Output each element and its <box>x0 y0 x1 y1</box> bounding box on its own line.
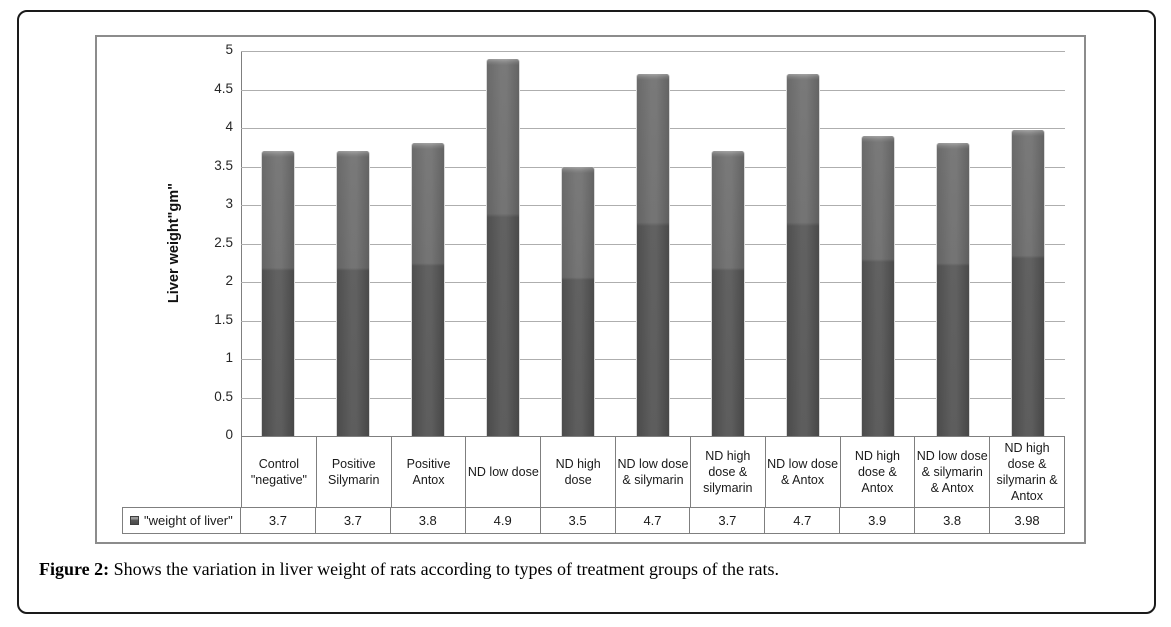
bar <box>561 166 596 436</box>
y-tick-label: 1.5 <box>214 311 233 327</box>
figure-caption: Figure 2: Shows the variation in liver w… <box>39 559 1119 580</box>
category-cell: Positive Antox <box>390 437 466 507</box>
value-cell: 3.98 <box>989 508 1064 533</box>
category-cell: ND low dose & silymarin & Antox <box>914 437 989 507</box>
figure-caption-text: Shows the variation in liver weight of r… <box>109 559 779 579</box>
y-tick-label: 3.5 <box>214 157 233 173</box>
bar <box>486 58 521 436</box>
y-tick-label: 2 <box>225 273 233 288</box>
bar <box>1010 129 1045 436</box>
gridline <box>241 51 1065 52</box>
bar <box>336 151 371 436</box>
value-cell: 3.7 <box>314 508 390 533</box>
category-cell: Control "negative" <box>250 457 307 487</box>
y-tick-label: 0 <box>225 427 233 442</box>
y-tick-label: 3 <box>225 196 233 211</box>
value-cell: 4.7 <box>764 508 839 533</box>
value-cell: 3.7 <box>689 508 764 533</box>
legend-label: "weight of liver" <box>144 513 233 528</box>
value-cell: 4.9 <box>464 508 540 533</box>
y-tick-label: 1 <box>225 350 233 365</box>
value-row: "weight of liver" 3.7 3.7 3.8 4.9 3.5 4.7 3.7 4… <box>122 507 1065 534</box>
category-cell: ND high dose <box>540 437 615 507</box>
value-cells: 3.7 3.7 3.8 4.9 3.5 4.7 3.7 4.7 3.9 3.8 3.98 <box>241 508 1064 533</box>
bar <box>710 151 745 436</box>
category-cell: ND high dose & Antox <box>839 437 915 507</box>
value-cell: 3.5 <box>539 508 615 533</box>
value-cell: 3.7 <box>268 513 287 528</box>
bar <box>411 143 446 436</box>
figure-caption-label: Figure 2: <box>39 559 110 579</box>
chart-plot: Liver weight"gm" 5 4.5 4 3.5 3 2.5 2 1.5 1 0.5 0 <box>97 37 1084 542</box>
y-tick-label: 4 <box>225 119 233 134</box>
y-tick-label: 5 <box>225 42 233 57</box>
bar <box>860 135 895 436</box>
category-cell: ND low dose & Antox <box>764 437 840 507</box>
value-cell: 3.9 <box>839 508 914 533</box>
value-cell: 4.7 <box>614 508 690 533</box>
category-cell: ND low dose <box>465 437 540 507</box>
bar <box>935 143 970 436</box>
bar <box>261 151 296 436</box>
bar <box>636 74 670 436</box>
value-cell: 3.8 <box>389 508 465 533</box>
y-tick-label: 0.5 <box>214 388 233 404</box>
category-cell: ND high dose & silymarin & Antox <box>989 437 1064 507</box>
y-tick-label: 2.5 <box>214 234 233 250</box>
value-cell: 3.8 <box>914 508 989 533</box>
category-row: Control "negative" Positive Silymarin Posi… <box>241 436 1065 507</box>
category-cell: Positive Silymarin <box>315 437 391 507</box>
bar <box>785 74 820 436</box>
legend-cell: "weight of liver" <box>123 508 241 533</box>
category-cell: ND high dose & silymarin <box>689 437 765 507</box>
series-marker-icon <box>130 516 139 525</box>
figure-border: Liver weight"gm" 5 4.5 4 3.5 3 2.5 2 1.5 1 0.5 0 C… <box>17 10 1156 614</box>
y-tick-label: 4.5 <box>214 80 233 96</box>
category-cell: ND low dose & silymarin <box>615 437 690 507</box>
chart-frame: Liver weight"gm" 5 4.5 4 3.5 3 2.5 2 1.5 1 0.5 0 C… <box>95 35 1086 544</box>
